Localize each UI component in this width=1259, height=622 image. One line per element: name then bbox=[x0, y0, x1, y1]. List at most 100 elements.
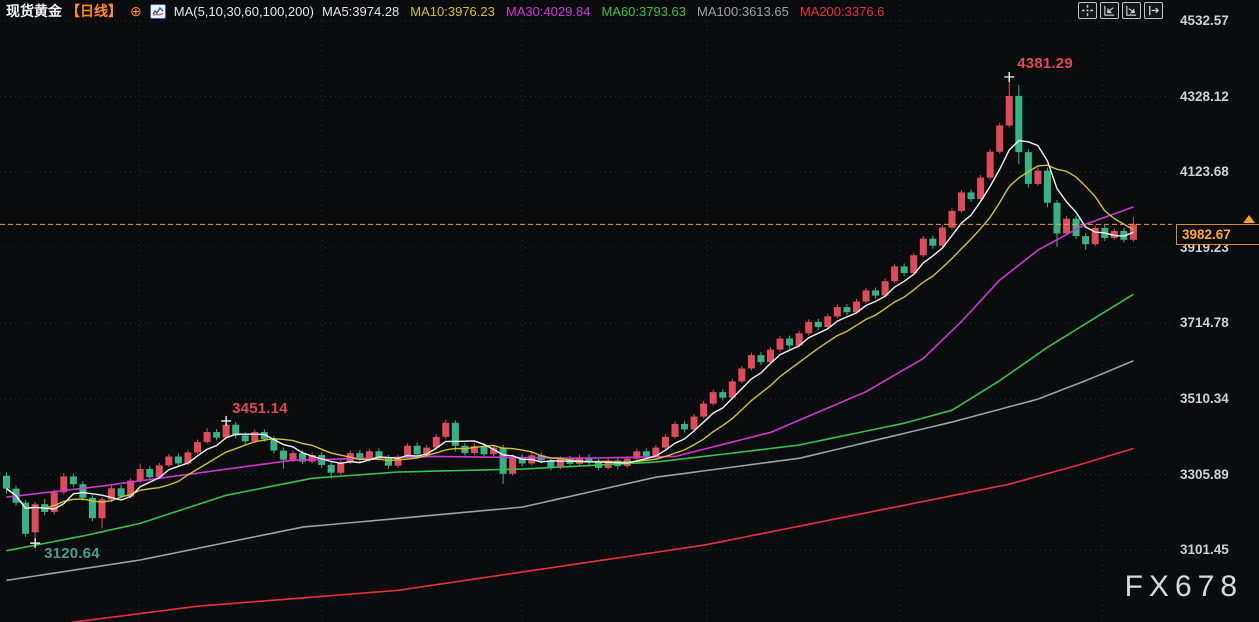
candle bbox=[824, 316, 832, 328]
candle bbox=[728, 381, 736, 398]
extreme-cross-marker bbox=[30, 538, 41, 549]
candle bbox=[547, 460, 555, 468]
candle bbox=[757, 355, 765, 363]
candle bbox=[805, 321, 813, 334]
candle bbox=[585, 457, 593, 463]
price-arrow-icon bbox=[1243, 215, 1255, 224]
candle bbox=[843, 307, 851, 313]
candle bbox=[786, 338, 794, 346]
candle bbox=[671, 423, 679, 437]
price-annotation: 3451.14 bbox=[232, 399, 288, 417]
candle bbox=[356, 453, 364, 460]
candle bbox=[451, 422, 459, 446]
candle bbox=[127, 480, 135, 497]
candle bbox=[213, 432, 221, 438]
candle bbox=[795, 333, 803, 346]
candle bbox=[862, 290, 870, 302]
scale-left-icon[interactable] bbox=[1100, 2, 1119, 19]
candle bbox=[1063, 218, 1071, 234]
candle bbox=[308, 454, 316, 462]
candle bbox=[31, 504, 39, 533]
candle bbox=[404, 445, 412, 457]
ma-settings-label[interactable]: MA(5,10,30,60,100,200) bbox=[173, 3, 314, 19]
candle bbox=[251, 432, 259, 442]
candle bbox=[289, 453, 297, 460]
candle bbox=[1110, 230, 1118, 238]
candle bbox=[747, 355, 755, 369]
candle bbox=[1015, 95, 1023, 153]
candle bbox=[470, 446, 478, 454]
candle bbox=[442, 422, 450, 437]
axis-tick-label: 3305.89 bbox=[1180, 466, 1229, 482]
candle bbox=[776, 338, 784, 350]
axis-tick-label: 3510.34 bbox=[1180, 391, 1229, 407]
candle bbox=[1043, 170, 1051, 203]
candle bbox=[652, 447, 660, 457]
candle bbox=[556, 458, 564, 468]
candle bbox=[146, 469, 154, 478]
candle bbox=[194, 442, 201, 453]
candle bbox=[1072, 218, 1080, 237]
chart-toolbar bbox=[1078, 2, 1163, 19]
candle bbox=[423, 447, 431, 455]
candle bbox=[977, 177, 985, 200]
ma-line-ma100 bbox=[6, 360, 1134, 582]
candle bbox=[919, 238, 927, 256]
candle bbox=[814, 321, 822, 328]
pan-crosshair-icon[interactable] bbox=[1078, 2, 1097, 19]
candle bbox=[642, 451, 650, 457]
extreme-cross-marker bbox=[221, 415, 232, 426]
candle bbox=[490, 447, 498, 455]
candle bbox=[852, 301, 860, 313]
candle bbox=[413, 445, 421, 455]
candle bbox=[98, 499, 106, 519]
go-latest-icon[interactable] bbox=[1144, 2, 1163, 19]
price-annotation: 3120.64 bbox=[44, 545, 100, 563]
candle bbox=[108, 488, 116, 500]
candle bbox=[1129, 224, 1137, 240]
indicator-chart-icon[interactable] bbox=[149, 3, 166, 19]
scale-right-icon[interactable] bbox=[1122, 2, 1141, 19]
candle bbox=[203, 432, 211, 443]
candle bbox=[738, 368, 746, 382]
candle bbox=[79, 484, 87, 498]
candle bbox=[222, 424, 230, 438]
candle bbox=[700, 403, 708, 417]
symbol-title: 现货黄金 bbox=[6, 3, 62, 19]
add-indicator-icon[interactable]: ⊕ bbox=[130, 3, 142, 19]
candle bbox=[136, 469, 144, 481]
candle bbox=[709, 392, 717, 404]
candle bbox=[633, 451, 641, 459]
candle bbox=[719, 392, 727, 398]
candle bbox=[1005, 95, 1013, 126]
current-price-tag: 3982.67 bbox=[1176, 224, 1259, 246]
candle bbox=[1034, 170, 1042, 184]
axis-tick-label: 4532.57 bbox=[1180, 13, 1229, 28]
candle bbox=[337, 462, 345, 473]
candle bbox=[1024, 152, 1032, 184]
candle bbox=[69, 476, 77, 485]
candle bbox=[385, 457, 392, 466]
candle bbox=[50, 492, 58, 512]
candle bbox=[155, 465, 163, 478]
candle bbox=[327, 464, 335, 473]
ma-value-label: MA200:3376.6 bbox=[799, 3, 885, 19]
candle bbox=[986, 151, 994, 178]
candle bbox=[461, 445, 469, 454]
chart-header: 现货黄金 【日线】 ⊕ MA(5,10,30,60,100,200) MA5:3… bbox=[6, 2, 884, 20]
candle bbox=[270, 439, 278, 451]
ma-value-label: MA5:3974.28 bbox=[321, 3, 400, 19]
candle bbox=[88, 497, 96, 519]
candle bbox=[690, 416, 698, 430]
candle bbox=[1053, 202, 1061, 234]
candle bbox=[661, 436, 669, 448]
axis-tick-label: 4123.68 bbox=[1180, 164, 1229, 180]
candle bbox=[174, 456, 182, 464]
candle bbox=[681, 423, 689, 430]
candle bbox=[60, 476, 68, 493]
ma-value-label: MA100:3613.65 bbox=[697, 3, 789, 19]
candle bbox=[165, 456, 173, 466]
axis-tick-label: 3101.45 bbox=[1180, 542, 1229, 558]
